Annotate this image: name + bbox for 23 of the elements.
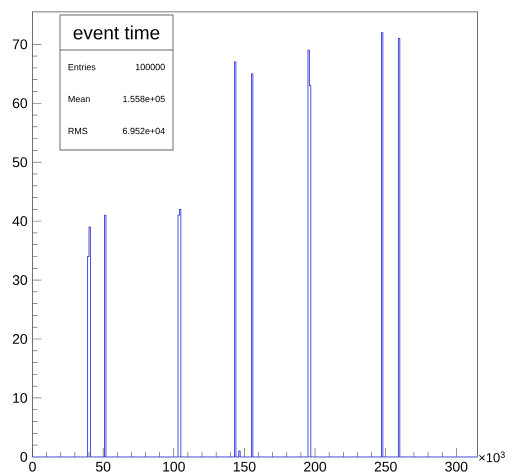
x-tick-label: 150 bbox=[234, 462, 256, 472]
y-tick-label: 0 bbox=[20, 452, 28, 462]
annotation: 6.952e+04 bbox=[122, 128, 165, 134]
y-tick-label: 60 bbox=[12, 98, 28, 108]
x-tick-label: 250 bbox=[374, 462, 397, 472]
x-tick-label: 0 bbox=[29, 462, 36, 472]
annotation: 100000 bbox=[136, 64, 165, 70]
y-tick-label: 70 bbox=[12, 39, 28, 50]
x-axis-title: ×10$^{3}$ bbox=[479, 451, 505, 462]
y-tick-label: 30 bbox=[12, 275, 28, 286]
y-tick-label: 40 bbox=[12, 216, 28, 226]
y-tick-label: 10 bbox=[13, 393, 28, 403]
x-tick-label: 300 bbox=[445, 462, 468, 472]
text: event time bbox=[74, 26, 160, 40]
annotation: Entries bbox=[68, 64, 96, 70]
x-tick-label: 50 bbox=[96, 462, 110, 472]
x-tick-label: 100 bbox=[163, 462, 185, 472]
y-tick-label: 20 bbox=[12, 334, 28, 344]
annotation: RMS bbox=[68, 128, 88, 134]
annotation: Mean bbox=[68, 96, 90, 102]
x-tick-label: 200 bbox=[304, 462, 326, 472]
y-tick-label: 50 bbox=[12, 157, 28, 168]
annotation: 1.558e+05 bbox=[123, 96, 165, 102]
